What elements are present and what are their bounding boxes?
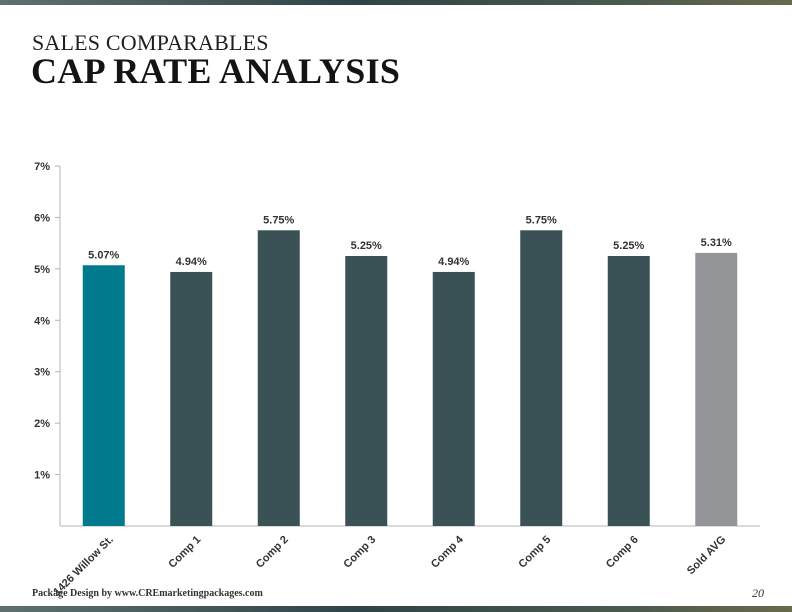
bar-6 — [520, 230, 563, 527]
page-number: 20 — [752, 586, 764, 600]
top-accent-stripe — [0, 0, 792, 5]
y-tick-label: 7% — [34, 161, 50, 173]
bar-value-label: 5.75% — [526, 214, 557, 226]
y-tick-label: 5% — [34, 264, 50, 276]
page-subtitle: SALES COMPARABLES — [32, 30, 269, 55]
bar-value-label: 4.94% — [438, 256, 469, 268]
x-category-label: Comp 5 — [516, 534, 553, 571]
x-category-label: Comp 6 — [604, 534, 641, 571]
bar-7 — [607, 256, 650, 526]
x-category-label: Comp 4 — [429, 533, 467, 571]
bar-3 — [257, 230, 300, 527]
bar-2 — [170, 271, 213, 526]
x-category-label: Comp 2 — [254, 534, 291, 571]
y-tick-label: 4% — [34, 315, 50, 327]
x-category-label: Comp 1 — [166, 534, 203, 571]
bar-value-label: 5.75% — [263, 214, 294, 226]
bottom-accent-stripe — [0, 606, 792, 612]
bar-5 — [432, 271, 475, 526]
bar-8 — [695, 252, 738, 526]
y-tick-label: 6% — [34, 212, 50, 224]
x-category-label: Sold AVG — [685, 534, 728, 577]
x-category-label: Comp 3 — [341, 534, 378, 571]
bar-value-label: 5.25% — [613, 240, 644, 252]
bar-value-label: 4.94% — [176, 256, 207, 268]
bar-value-label: 5.31% — [701, 237, 732, 249]
y-tick-label: 1% — [34, 470, 50, 482]
y-tick-label: 3% — [34, 367, 50, 379]
page-title: CAP RATE ANALYSIS — [31, 51, 401, 91]
bar-value-label: 5.07% — [88, 249, 119, 261]
bar-4 — [345, 256, 388, 526]
y-tick-label: 2% — [34, 418, 50, 430]
footer-credit: Package Design by www.CREmarketingpackag… — [32, 588, 263, 599]
bar-1 — [82, 265, 125, 526]
bar-value-label: 5.25% — [351, 240, 382, 252]
